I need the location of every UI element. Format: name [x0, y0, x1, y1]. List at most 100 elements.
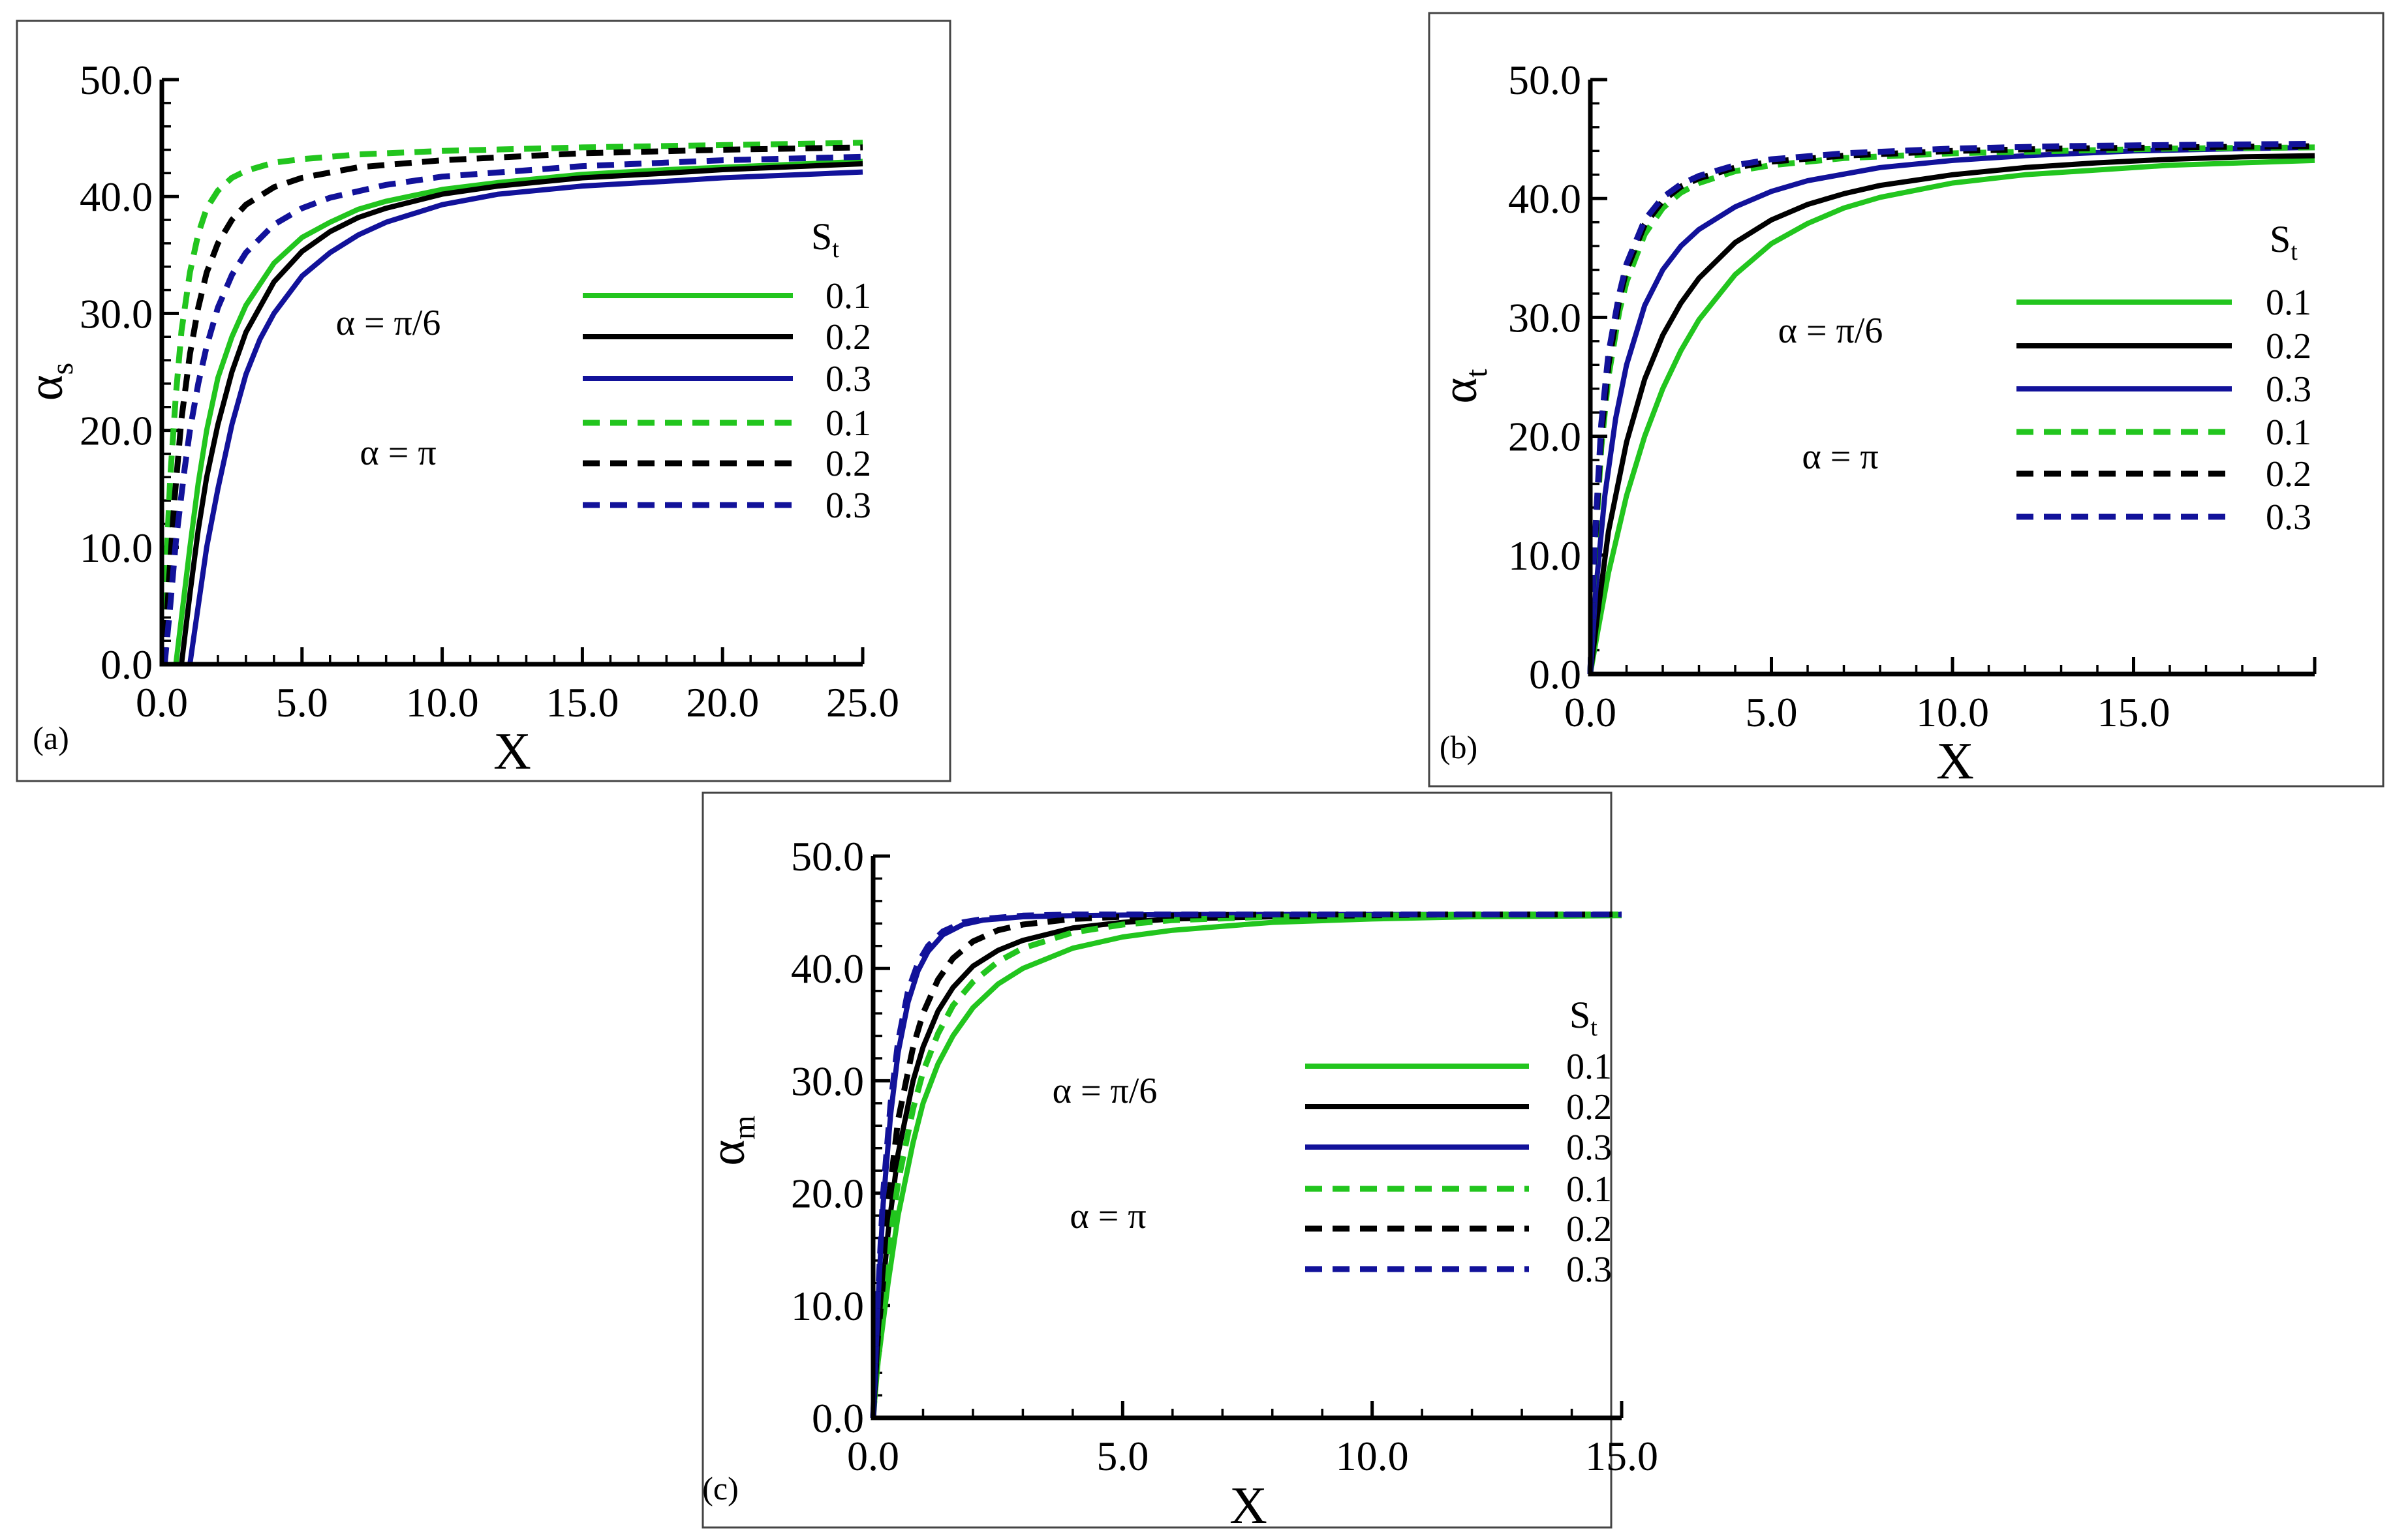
- x-tick-label: 15.0: [1585, 1433, 1658, 1479]
- y-tick-label: 0.0: [100, 641, 153, 688]
- series-group: [160, 140, 863, 665]
- legend-entry-label: 0.1: [826, 403, 871, 444]
- y-tick-label: 0.0: [812, 1395, 864, 1441]
- x-tick-label: 0.0: [136, 679, 188, 726]
- y-tick-label: 50.0: [791, 833, 864, 880]
- y-tick-label: 40.0: [80, 174, 153, 220]
- y-tick-label: 30.0: [1508, 294, 1581, 341]
- x-tick-label: 10.0: [1336, 1433, 1409, 1479]
- axes: [871, 856, 1622, 1420]
- chart-panel-c: 0.0 10.0 20.0 30.0 40.0 50.0 0.0 5.0 10.0 15.0 Xαm…: [700, 791, 1658, 1534]
- legend: St0.10.20.30.10.20.3α = π/6α = π: [1778, 218, 2311, 538]
- panel-tag: (a): [33, 720, 69, 756]
- chart-panel-a: 0.0 10.0 20.0 30.0 40.0 50.0 0.0 5.0 10.0 15.0 20.…: [16, 20, 951, 782]
- y-tick-label: 30.0: [80, 290, 153, 337]
- y-tick-label: 20.0: [1508, 414, 1581, 460]
- legend-entry-label: 0.1: [2266, 283, 2311, 323]
- y-tick-label: 0.0: [1529, 651, 1581, 698]
- legend-entry-label: 0.2: [1566, 1087, 1612, 1127]
- y-tick-label: 10.0: [1508, 532, 1581, 579]
- legend-entry-label: 0.3: [1566, 1250, 1612, 1290]
- legend-title-sub: t: [832, 236, 839, 263]
- y-tick-label: 40.0: [791, 945, 864, 992]
- legend-title: St: [2270, 218, 2298, 266]
- y-tick-labels: 0.0 10.0 20.0 30.0 40.0 50.0: [1508, 57, 1581, 698]
- y-axis-title-main: α: [1432, 378, 1487, 404]
- series-group: [870, 912, 1622, 1419]
- legend-title-main: S: [811, 215, 832, 258]
- panel-frame: [16, 20, 951, 782]
- y-axis-title-sub: t: [1459, 369, 1494, 378]
- x-tick-label: 10.0: [1916, 689, 1989, 735]
- legend-entry-label: 0.3: [826, 359, 871, 399]
- x-tick-labels: 0.0 5.0 10.0 15.0: [847, 1433, 1658, 1479]
- series-line-2: [1588, 153, 2315, 675]
- series-group: [1587, 140, 2315, 675]
- x-tick-label: 5.0: [1746, 689, 1798, 735]
- x-tick-label: 0.0: [847, 1433, 899, 1479]
- y-axis-title: αt: [1432, 369, 1494, 404]
- legend-entry-label: 0.2: [826, 317, 871, 358]
- legend-group-label: α = π: [1070, 1196, 1146, 1236]
- series-line-1: [173, 159, 863, 665]
- legend-entry-label: 0.2: [2266, 454, 2311, 495]
- y-tick-label: 10.0: [791, 1283, 864, 1329]
- x-tick-label: 10.0: [406, 679, 479, 726]
- y-tick-label: 50.0: [1508, 57, 1581, 103]
- series-line-5: [870, 912, 1622, 1419]
- legend-group-label: α = π/6: [1778, 311, 1883, 351]
- y-tick-label: 40.0: [1508, 176, 1581, 222]
- legend-title-sub: t: [1590, 1014, 1598, 1041]
- series-line-1: [1588, 157, 2315, 675]
- x-axis-title: X: [1936, 733, 1974, 790]
- legend-entry-label: 0.2: [1566, 1209, 1612, 1250]
- panel-tag: (b): [1440, 729, 1477, 765]
- x-axis-title: X: [493, 723, 531, 780]
- axes: [1588, 80, 2315, 677]
- legend-title-sub: t: [2291, 238, 2298, 266]
- y-tick-labels: 0.0 10.0 20.0 30.0 40.0 50.0: [80, 57, 153, 688]
- series-line-6: [870, 912, 1622, 1419]
- legend: St0.10.20.30.10.20.3α = π/6α = π: [1053, 994, 1612, 1290]
- x-tick-labels: 0.0 5.0 10.0 15.0: [1564, 689, 2170, 735]
- axes: [159, 80, 863, 667]
- legend-entry-label: 0.1: [1566, 1047, 1612, 1087]
- x-tick-label: 0.0: [1564, 689, 1616, 735]
- x-tick-label: 15.0: [2097, 689, 2170, 735]
- y-axis-title-main: α: [700, 1140, 755, 1166]
- panel-tag: (c): [702, 1470, 739, 1507]
- y-tick-labels: 0.0 10.0 20.0 30.0 40.0 50.0: [791, 833, 864, 1441]
- x-tick-label: 20.0: [686, 679, 759, 726]
- y-axis-title: αm: [700, 1115, 762, 1165]
- chart-panel-b: 0.010.020.030.040.050.00.0 5.0 10.0 15.0Xαt…: [1428, 12, 2385, 790]
- legend-group-label: α = π/6: [1053, 1071, 1158, 1111]
- legend-entry-label: 0.3: [2266, 369, 2311, 410]
- series-line-4: [870, 912, 1622, 1419]
- legend-entry-label: 0.3: [826, 485, 871, 526]
- legend-group-label: α = π: [1802, 437, 1878, 477]
- series-line-4: [1587, 144, 2315, 675]
- legend-title: St: [811, 215, 839, 263]
- legend-entry-label: 0.2: [2266, 326, 2311, 367]
- y-axis-title-sub: s: [45, 363, 80, 375]
- y-tick-label: 20.0: [80, 408, 153, 454]
- series-line-4: [160, 140, 863, 665]
- y-tick-label: 20.0: [791, 1171, 864, 1217]
- series-line-3: [187, 169, 863, 665]
- legend-title-main: S: [1569, 994, 1590, 1036]
- series-line-1: [871, 913, 1622, 1419]
- series-line-6: [161, 153, 863, 665]
- y-tick-label: 10.0: [80, 525, 153, 571]
- legend-entry-label: 0.3: [1566, 1127, 1612, 1168]
- x-tick-labels: 0.0 5.0 10.0 15.0 20.0 25.0: [136, 679, 899, 726]
- series-line-2: [179, 161, 863, 665]
- x-tick-label: 5.0: [1096, 1433, 1149, 1479]
- legend-entry-label: 0.3: [2266, 497, 2311, 538]
- y-axis-title: αs: [18, 363, 80, 401]
- series-line-3: [1588, 144, 2315, 675]
- legend-title: St: [1569, 994, 1598, 1041]
- y-axis-title-sub: m: [727, 1115, 762, 1139]
- legend-group-label: α = π: [360, 433, 436, 473]
- series-line-6: [1587, 140, 2315, 675]
